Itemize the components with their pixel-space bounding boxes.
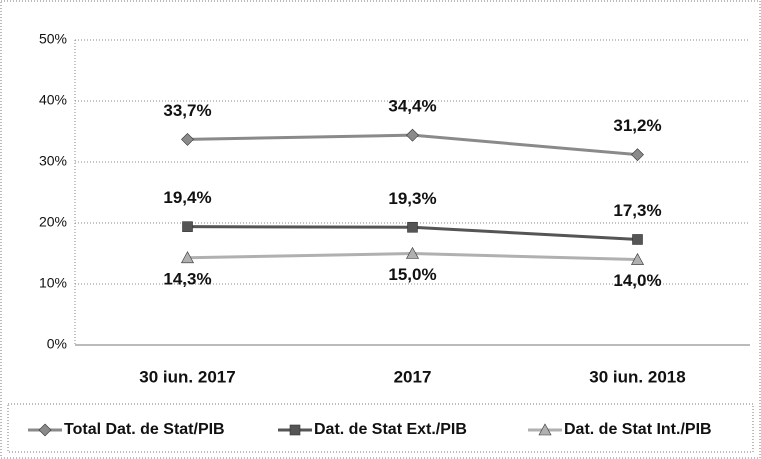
x-tick-label: 2017 <box>394 367 432 386</box>
marker <box>631 148 644 162</box>
marker <box>538 423 552 436</box>
legend-label: Dat. de Stat Ext./PIB <box>314 421 467 438</box>
marker <box>38 423 52 437</box>
data-label: 19,4% <box>163 188 211 207</box>
data-label: 17,3% <box>613 201 661 220</box>
marker <box>630 252 645 265</box>
data-label: 14,3% <box>163 269 211 288</box>
data-label: 14,0% <box>613 271 661 290</box>
legend-label: Total Dat. de Stat/PIB <box>64 421 225 438</box>
marker <box>407 221 418 233</box>
legend-box <box>7 403 754 453</box>
marker <box>632 234 643 245</box>
marker <box>181 133 194 146</box>
data-label: 33,7% <box>163 101 211 120</box>
y-tick-label: 30% <box>39 153 67 169</box>
data-label: 19,3% <box>388 189 436 208</box>
marker <box>405 246 420 259</box>
data-label: 31,2% <box>613 116 661 135</box>
y-tick-label: 20% <box>39 214 67 230</box>
x-tick-label: 30 iun. 2018 <box>589 367 685 386</box>
marker <box>289 424 301 436</box>
legend-label: Dat. de Stat Int./PIB <box>564 421 712 438</box>
y-tick-label: 50% <box>39 31 67 47</box>
marker <box>182 221 193 232</box>
y-tick-label: 40% <box>39 92 67 108</box>
y-tick-label: 0% <box>47 336 67 352</box>
data-label: 15,0% <box>388 265 436 284</box>
marker <box>180 251 195 264</box>
marker <box>406 128 419 142</box>
data-label: 34,4% <box>388 97 436 116</box>
y-tick-label: 10% <box>39 275 67 291</box>
x-tick-label: 30 iun. 2017 <box>139 367 235 386</box>
